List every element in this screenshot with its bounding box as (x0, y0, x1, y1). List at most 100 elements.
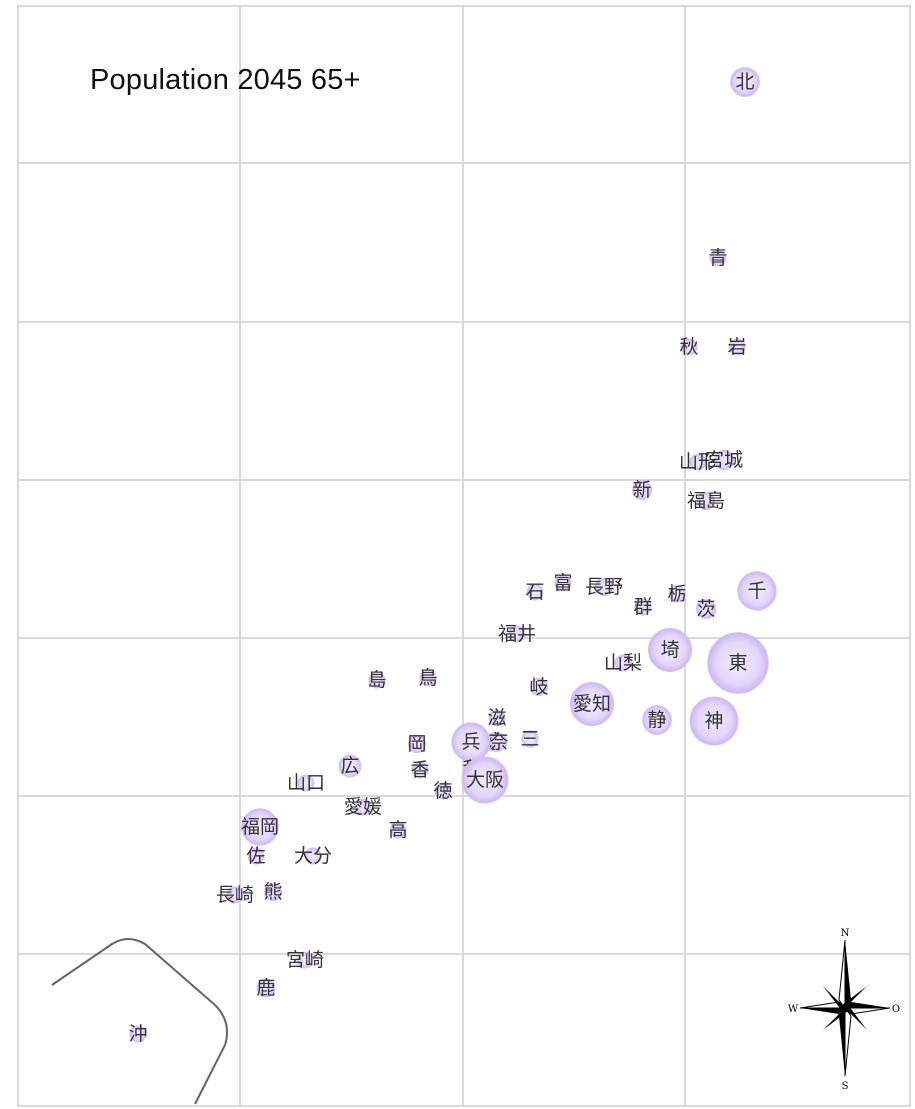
bubble-label: 静 (647, 709, 666, 731)
bubble-circle (737, 571, 777, 611)
bubble-circle (631, 479, 653, 501)
bubble-label: 長崎 (216, 884, 254, 906)
prefecture-bubble: 群 (633, 596, 652, 618)
bubble-label: 山形 (679, 451, 717, 473)
map-title: Population 2045 65+ (90, 64, 361, 96)
bubble-label: 福島 (687, 490, 725, 512)
bubble-circle (696, 491, 716, 511)
bubble-label: 奈 (489, 731, 508, 753)
bubble-label: 愛媛 (344, 796, 382, 818)
bubble-label: 千 (747, 580, 766, 602)
bubble-circle (529, 677, 549, 697)
bubble-circle (594, 577, 614, 597)
bubble-label: 福岡 (241, 816, 279, 838)
prefecture-bubble: 宮城 (705, 449, 743, 471)
bubble-label: 北 (735, 71, 754, 93)
prefecture-bubble: 佐 (246, 845, 265, 867)
bubble-label: 鹿 (256, 977, 275, 999)
bubble-circle (680, 338, 698, 356)
bubble-circle (689, 696, 739, 746)
prefecture-bubble: 長崎 (216, 884, 254, 906)
bubble-circle (668, 585, 686, 603)
bubble-label: 滋 (487, 707, 506, 729)
prefecture-bubble: 青 (708, 247, 727, 269)
bubble-circle (419, 669, 437, 687)
bubble-circle (647, 627, 693, 673)
prefecture-bubble: 静 (642, 705, 672, 735)
prefecture-bubble: 熊 (263, 881, 282, 903)
prefecture-bubble: 山梨 (604, 652, 642, 674)
compass-north-label: N (841, 928, 850, 939)
bubble-circle (256, 978, 276, 998)
bubble-circle (263, 882, 283, 902)
prefecture-bubble: 山形 (679, 451, 717, 473)
prefecture-bubble: 福井 (498, 623, 536, 645)
bubble-label: 富 (553, 572, 572, 594)
bubble-circle (707, 632, 769, 694)
bubble-label: 石 (525, 581, 544, 603)
bubble-circle (389, 821, 407, 839)
bubble-circle (508, 625, 526, 643)
bubble-label: 三 (520, 728, 539, 750)
compass-west-label: W (788, 1004, 799, 1015)
bubble-label: 新 (632, 479, 651, 501)
bubble-label: 兵 (461, 731, 480, 753)
bubble-label: 山口 (287, 772, 325, 794)
bubble-circle (554, 574, 572, 592)
bubble-label: 大分 (294, 845, 332, 867)
bubble-label: 群 (633, 596, 652, 618)
prefecture-bubble: 長野 (585, 576, 623, 598)
bubble-label: 長野 (585, 576, 623, 598)
prefecture-bubble: 神 (689, 696, 739, 746)
bubble-label: 広 (340, 755, 359, 777)
prefecture-bubble: 高 (388, 819, 407, 841)
prefecture-bubble: 石 (525, 581, 544, 603)
bubble-circle (297, 774, 315, 792)
prefecture-bubble: 栃 (667, 583, 686, 605)
bubble-label: 大阪 (466, 769, 504, 791)
bubble-label: 茨 (696, 598, 715, 620)
prefecture-bubble: 愛媛 (344, 796, 382, 818)
prefecture-bubble: 沖 (128, 1023, 147, 1045)
bubble-circle (569, 681, 615, 727)
prefecture-bubble: 香 (410, 759, 429, 781)
prefecture-bubble: 新 (631, 479, 653, 501)
bubble-label: 岡 (407, 733, 426, 755)
prefecture-bubble: 大阪 (461, 756, 509, 804)
bubble-circle (695, 598, 717, 620)
prefecture-bubble: 宮崎 (286, 949, 324, 971)
bubble-label: 鳥 (418, 667, 437, 689)
bubble-label: 高 (388, 819, 407, 841)
bubble-label: 神 (704, 710, 723, 732)
compass-south-label: S (842, 1081, 849, 1092)
prefecture-bubble: 富 (553, 572, 572, 594)
prefecture-bubbles: 北青秋岩山形宮城新福島石富長野栃茨千群福井山梨埼東岐愛知静神島鳥滋京奈三兵和大阪… (128, 67, 777, 1045)
okinawa-inset-frame (51, 938, 228, 1105)
bubble-label: 埼 (660, 639, 679, 661)
compass-rose-icon: N S W O (788, 928, 900, 1092)
bubble-circle (526, 583, 544, 601)
bubble-label: 宮崎 (286, 949, 324, 971)
bubble-circle (354, 798, 372, 816)
prefecture-bubble: 鳥 (418, 667, 437, 689)
prefecture-bubble: 滋 (487, 707, 506, 729)
bubble-label: 香 (410, 759, 429, 781)
bubble-label: 佐 (246, 845, 265, 867)
prefecture-bubble: 福岡 (241, 808, 279, 846)
prefecture-bubble: 茨 (695, 598, 717, 620)
bubble-circle (689, 453, 707, 471)
bubble-label: 岩 (727, 336, 746, 358)
bubble-circle (368, 671, 386, 689)
compass-east-label: O (892, 1004, 900, 1015)
bubble-circle (614, 654, 632, 672)
bubble-circle (713, 449, 735, 471)
prefecture-bubble: 大分 (294, 845, 332, 867)
bubble-label: 青 (708, 247, 727, 269)
bubble-label: 東 (728, 652, 747, 674)
bubble-circle (709, 249, 727, 267)
prefecture-bubble: 東 (707, 632, 769, 694)
bubble-circle (129, 1025, 147, 1043)
bubble-label: 熊 (263, 881, 282, 903)
prefecture-bubble: 愛知 (569, 681, 615, 727)
prefecture-bubble: 岩 (727, 336, 746, 358)
